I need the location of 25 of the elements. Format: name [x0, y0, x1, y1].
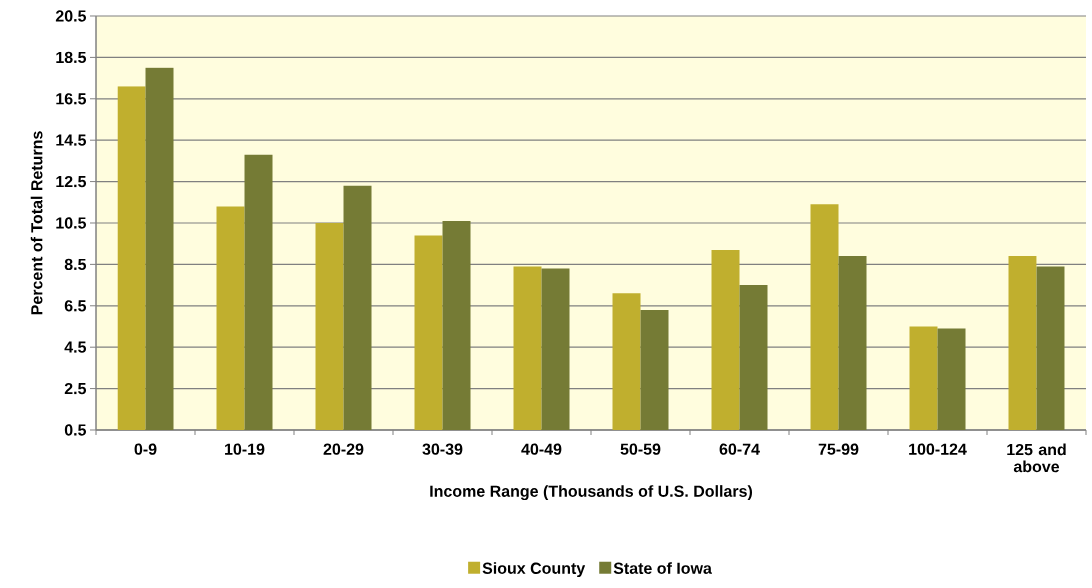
- x-tick-label: 50-59: [620, 443, 661, 455]
- x-tick-label: 30-39: [422, 443, 463, 455]
- y-tick-label: 12.5: [56, 175, 87, 188]
- y-tick-label: 20.5: [55, 10, 87, 22]
- y-tick-label: 6.5: [64, 300, 87, 312]
- y-axis-title: Percent of Total Returns: [30, 131, 43, 315]
- x-tick-label: 0-9: [134, 443, 157, 455]
- y-tick-label: 10.5: [56, 217, 87, 229]
- x-tick-label: 10-19: [225, 443, 265, 455]
- x-tick-label: 60-74: [719, 443, 760, 455]
- y-tick-label: 18.5: [56, 51, 87, 64]
- y-tick-label: 4.5: [64, 341, 87, 353]
- y-tick-label: 14.5: [56, 134, 87, 146]
- x-tick-label: 100-124: [909, 443, 967, 455]
- x-tick-label: 125 and above: [1007, 443, 1066, 473]
- legend-label: State of Iowa: [613, 562, 712, 574]
- legend-label: Sioux County: [482, 562, 586, 578]
- y-tick-label: 2.5: [64, 382, 87, 395]
- x-axis-title: Income Range (Thousands of U.S. Dollars): [430, 485, 753, 501]
- x-tick-label: 75-99: [818, 443, 859, 455]
- x-tick-label: 20-29: [323, 443, 364, 455]
- y-tick-label: 16.5: [56, 93, 87, 105]
- y-tick-label: 8.5: [64, 258, 87, 271]
- x-tick-label: 40-49: [521, 443, 562, 455]
- y-tick-label: 0.5: [64, 424, 87, 436]
